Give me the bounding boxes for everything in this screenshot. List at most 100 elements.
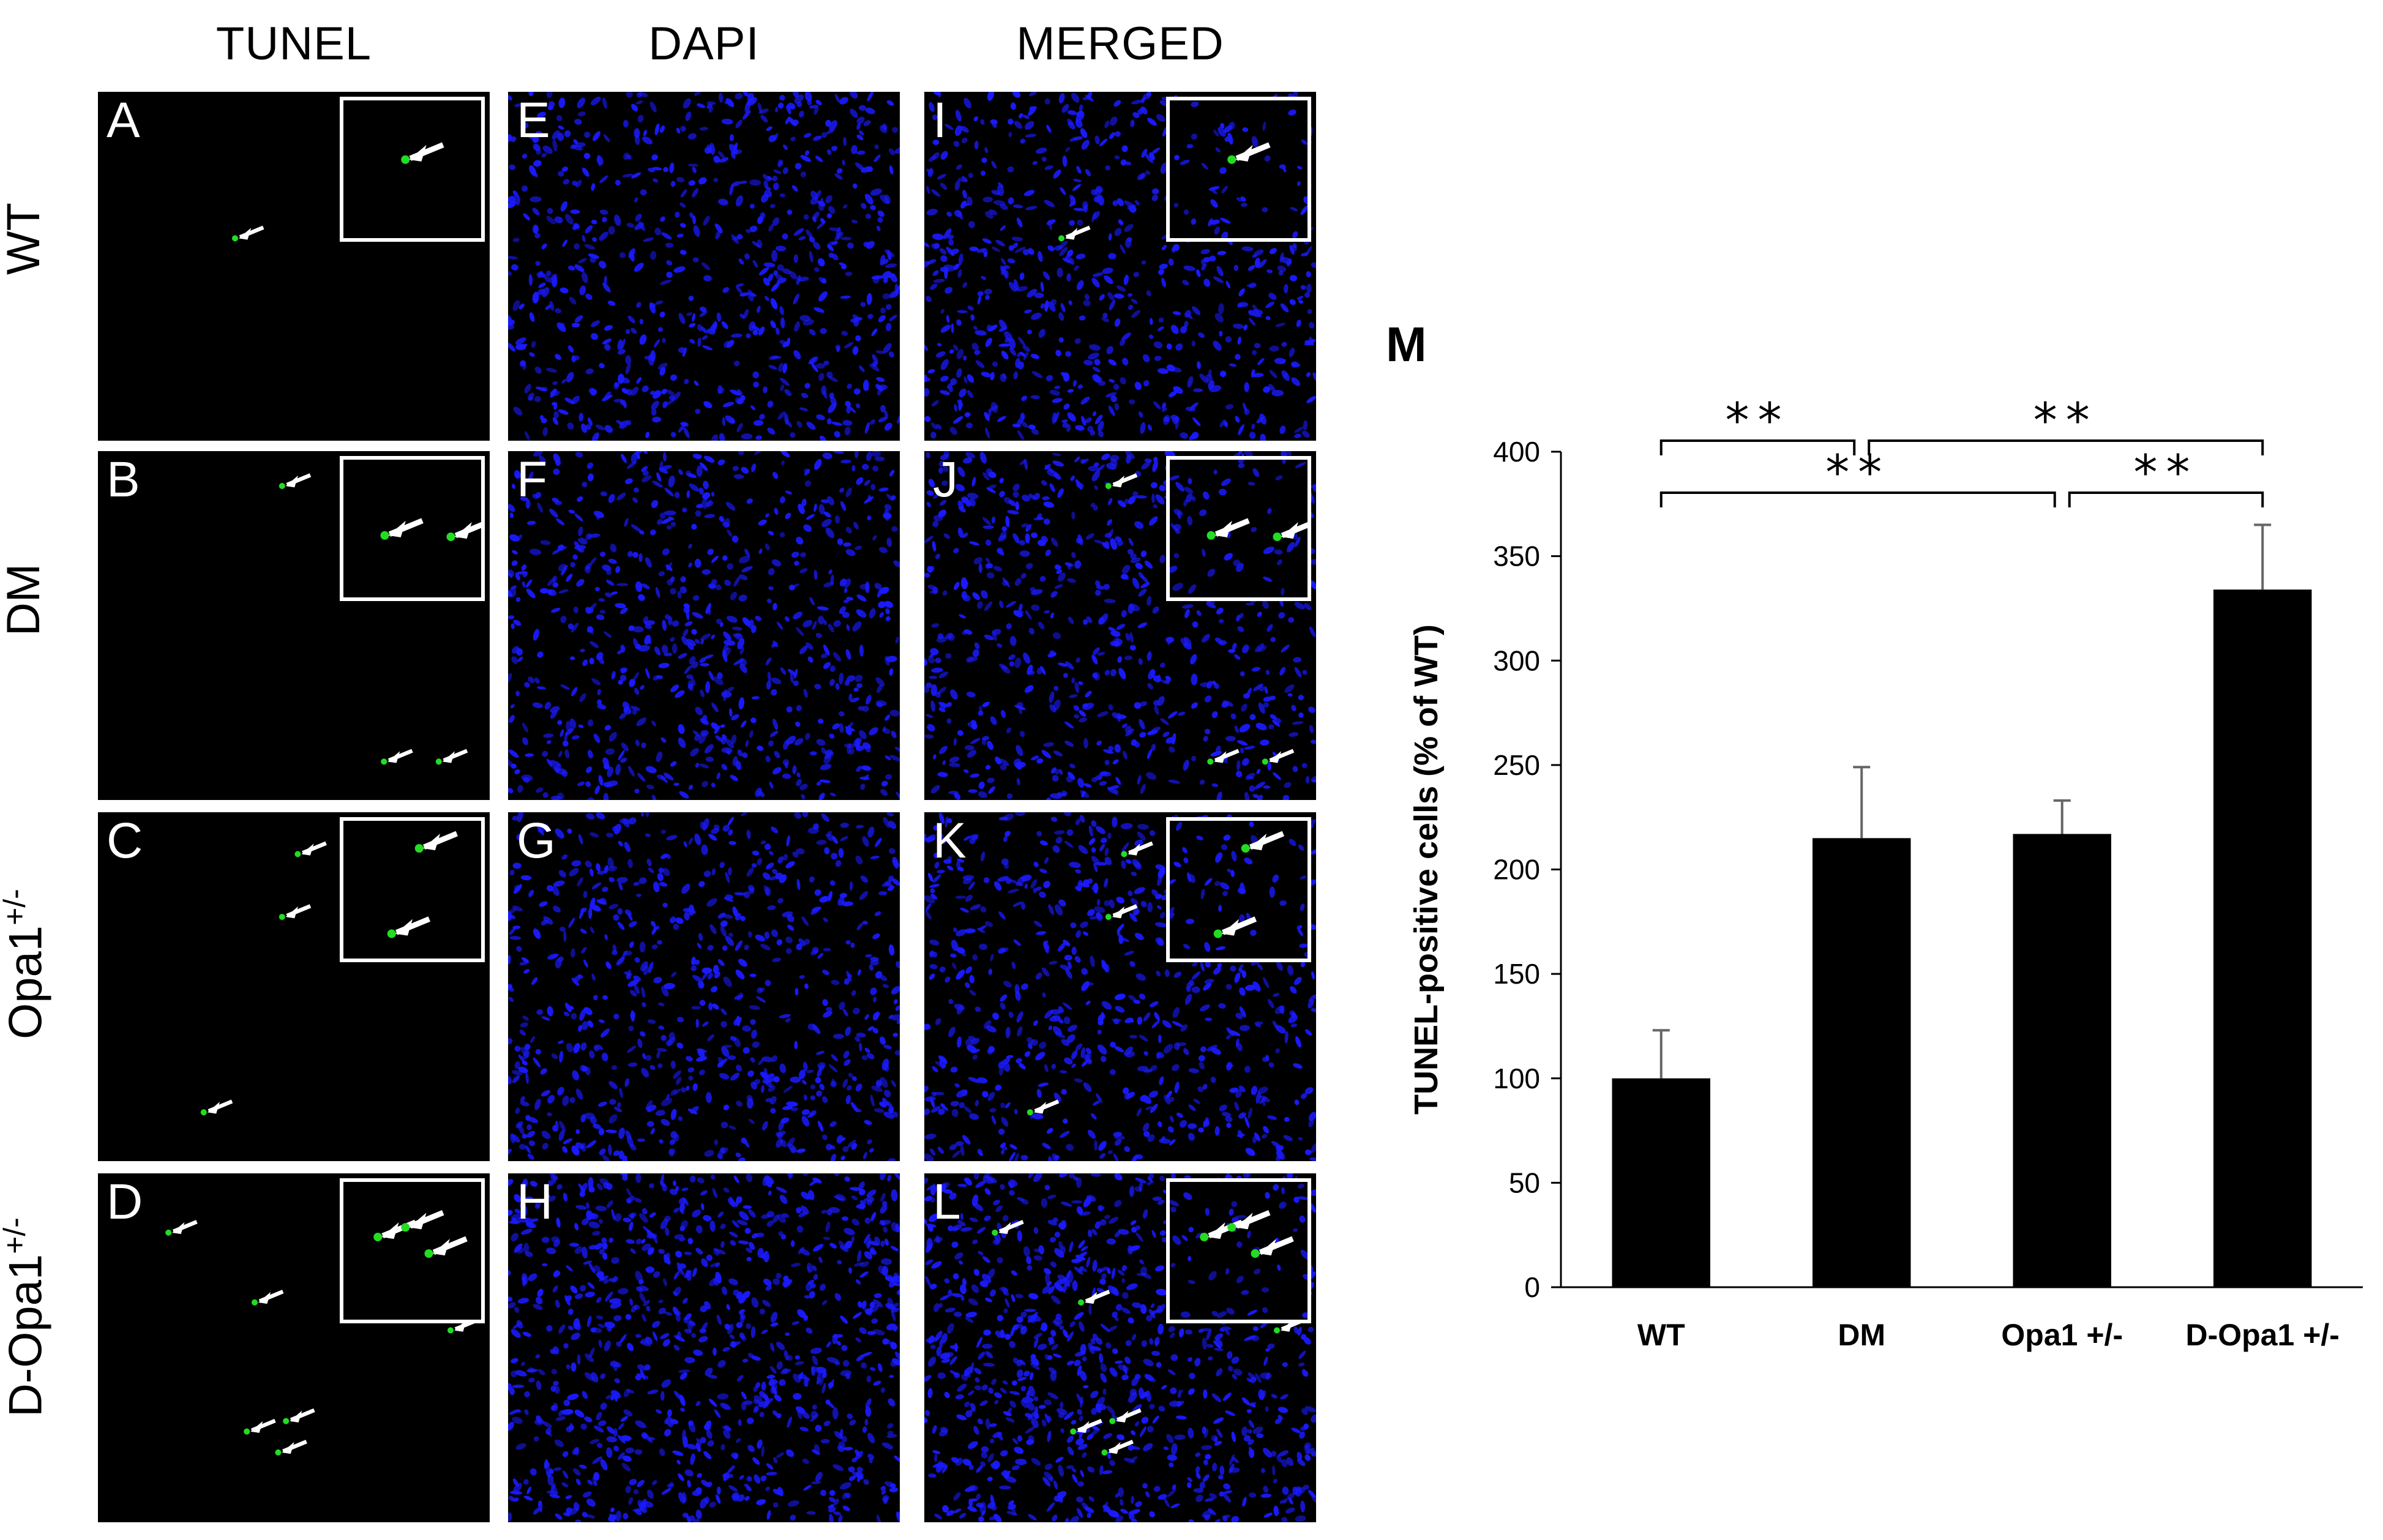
tunel-spot — [1121, 851, 1128, 858]
tunel-spot — [1105, 914, 1112, 920]
tunel-spot — [1058, 235, 1064, 242]
tunel-spot — [279, 914, 285, 920]
arrow-icon — [1077, 1419, 1102, 1433]
x-tick-label: DM — [1838, 1318, 1885, 1352]
significance-marker: ** — [2033, 394, 2098, 449]
tunel-spot — [279, 483, 285, 489]
tunel-spot — [414, 844, 424, 853]
tunel-spot — [1227, 155, 1236, 164]
arrow-icon — [285, 473, 312, 488]
magnified-inset — [340, 817, 485, 962]
panel-letter: A — [107, 92, 140, 148]
tunel-spot — [1101, 1449, 1108, 1456]
dapi-panel: G — [508, 812, 900, 1161]
tunel-spot — [1241, 844, 1250, 853]
column-header-merged: MERGED — [1016, 18, 1224, 70]
arrow-icon — [1235, 142, 1271, 162]
tunel-spot — [1207, 758, 1214, 765]
y-tick-label: 350 — [1493, 540, 1540, 572]
magnified-inset — [340, 1178, 485, 1323]
tunel-spot — [165, 1229, 172, 1236]
arrow-icon — [285, 904, 312, 919]
panel-letter: J — [933, 452, 958, 507]
y-axis-label: TUNEL-positive cells (% of WT) — [1408, 624, 1445, 1115]
tunel-spot — [1273, 533, 1282, 541]
magnified-inset — [1166, 456, 1311, 601]
panel-letter: F — [517, 452, 548, 507]
tunel-spot — [1070, 1428, 1077, 1435]
panel-letter: G — [517, 813, 556, 869]
y-tick-label: 0 — [1524, 1271, 1540, 1303]
panel-letter: H — [517, 1174, 553, 1230]
tunel-panel: D — [98, 1173, 490, 1522]
row-label-opa1: Opa1+/- — [0, 889, 52, 1039]
significance-marker: ** — [1825, 446, 1890, 501]
magnified-inset — [1166, 97, 1311, 242]
y-tick-label: 200 — [1493, 854, 1540, 886]
bar — [1612, 1078, 1710, 1287]
tunel-spot — [1227, 1223, 1236, 1232]
arrow-icon — [395, 916, 431, 936]
dapi-nuclei — [1170, 1183, 1307, 1318]
bar — [2013, 834, 2111, 1287]
arrow-icon — [454, 522, 481, 539]
tunel-spot — [992, 1229, 998, 1236]
significance-bracket — [2068, 492, 2264, 507]
tunel-spot — [435, 758, 442, 765]
arrow-icon — [1259, 1236, 1294, 1256]
x-tick-label: WT — [1637, 1318, 1685, 1352]
arrow-icon — [1214, 749, 1240, 763]
panel-letter: E — [517, 92, 550, 148]
tunel-spot — [1078, 1299, 1084, 1306]
tunel-spot — [1027, 1109, 1033, 1116]
dapi-panel: H — [508, 1173, 900, 1522]
tunel-spot — [200, 1109, 207, 1116]
panel-letter: D — [107, 1174, 143, 1230]
merged-panel: J — [924, 451, 1316, 800]
significance-marker: ** — [2134, 446, 2199, 501]
dapi-nuclei — [508, 451, 900, 800]
dapi-panel: F — [508, 451, 900, 800]
arrow-icon — [239, 225, 264, 240]
arrow-icon — [442, 749, 468, 763]
y-tick-label: 300 — [1493, 645, 1540, 676]
tunel-panel: A — [98, 92, 490, 441]
y-tick-label: 400 — [1493, 436, 1540, 468]
merged-panel: K — [924, 812, 1316, 1161]
arrow-icon — [1085, 1290, 1110, 1304]
arrow-icon — [207, 1099, 233, 1114]
bar-chart: M TUNEL-positive cells (% of WT) 0 50 100 1… — [1386, 317, 2363, 1352]
arrow-icon — [1108, 1440, 1134, 1454]
dapi-nuclei — [508, 92, 900, 441]
tunel-spot — [1262, 758, 1268, 765]
tunel-spot — [283, 1418, 290, 1424]
dapi-nuclei — [508, 812, 900, 1161]
arrow-icon — [409, 142, 444, 162]
bar — [1813, 838, 1911, 1287]
arrow-icon — [432, 1236, 468, 1256]
arrow-icon — [1235, 1210, 1271, 1230]
tunel-spot — [252, 1299, 258, 1306]
arrow-icon — [258, 1290, 284, 1304]
tunel-spot — [232, 235, 238, 242]
dapi-nuclei — [1170, 821, 1307, 958]
magnified-inset — [340, 456, 485, 601]
tunel-spot — [244, 1428, 250, 1435]
arrow-icon — [1221, 916, 1257, 936]
column-header-dapi: DAPI — [648, 18, 760, 70]
x-tick-label: D-Opa1 +/- — [2186, 1318, 2340, 1352]
row-label-dm: DM — [0, 563, 50, 637]
dapi-nuclei — [508, 1173, 900, 1522]
arrow-icon — [1116, 1408, 1142, 1422]
magnified-inset — [1166, 817, 1311, 962]
tunel-spot — [401, 1223, 410, 1232]
panel-letter: L — [933, 1174, 961, 1230]
arrow-icon — [422, 831, 458, 851]
tunel-spot — [275, 1449, 282, 1456]
tunel-panel: C — [98, 812, 490, 1161]
arrow-icon — [1112, 904, 1138, 919]
row-label-d-opa1: D-Opa1+/- — [0, 1217, 52, 1417]
panel-letter: I — [933, 92, 947, 148]
arrow-icon — [1112, 473, 1138, 488]
y-tick-label: 50 — [1509, 1167, 1540, 1198]
